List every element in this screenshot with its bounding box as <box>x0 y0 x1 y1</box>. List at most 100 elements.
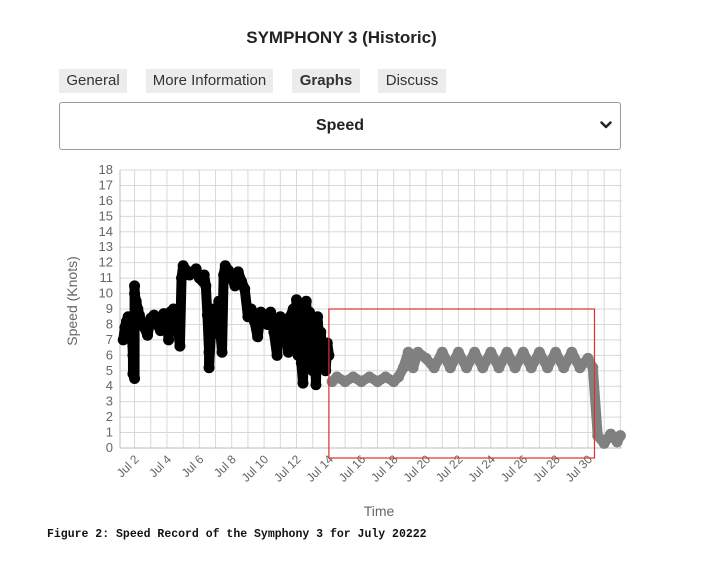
data-point <box>407 362 419 374</box>
figure-caption: Figure 2: Speed Record of the Symphony 3… <box>47 528 427 541</box>
y-tick-label: 18 <box>99 162 113 177</box>
tab-general[interactable]: General <box>59 69 127 93</box>
data-point <box>517 346 529 358</box>
x-tick-label: Jul 8 <box>211 452 239 480</box>
data-point <box>402 346 414 358</box>
data-segment <box>174 273 187 352</box>
data-point <box>271 349 283 361</box>
data-point <box>310 379 322 391</box>
y-tick-label: 3 <box>106 394 113 409</box>
y-tick-label: 2 <box>106 409 113 424</box>
data-point <box>501 346 513 358</box>
data-point <box>125 318 137 330</box>
data-point <box>268 326 280 338</box>
data-point <box>203 346 215 358</box>
data-point <box>265 306 277 318</box>
y-tick-label: 12 <box>99 255 113 270</box>
data-point <box>171 311 183 323</box>
data-point <box>321 337 333 349</box>
data-point <box>129 280 141 292</box>
y-tick-label: 8 <box>106 316 113 331</box>
data-point <box>533 346 545 358</box>
data-point <box>148 309 160 321</box>
data-point <box>287 303 299 315</box>
y-tick-label: 5 <box>106 363 113 378</box>
data-point <box>239 283 251 295</box>
data-point <box>203 362 215 374</box>
x-tick-label: Jul 20 <box>401 452 434 485</box>
data-point <box>291 294 303 306</box>
data-point <box>232 266 244 278</box>
x-axis-title: Time <box>364 503 395 519</box>
y-tick-label: 17 <box>99 177 113 192</box>
data-point <box>339 376 351 388</box>
tab-more-information[interactable]: More Information <box>146 69 273 93</box>
data-point <box>614 430 626 442</box>
graph-type-select[interactable]: Speed <box>59 102 621 150</box>
data-point <box>347 371 359 383</box>
x-tick-label: Jul 28 <box>530 452 563 485</box>
data-point <box>297 377 309 389</box>
data-point <box>363 371 375 383</box>
x-tick-label: Jul 2 <box>114 452 142 480</box>
x-tick-label: Jul 18 <box>368 452 401 485</box>
data-point <box>550 346 562 358</box>
data-point <box>303 306 315 318</box>
data-point <box>282 346 294 358</box>
data-point <box>129 373 141 384</box>
y-tick-label: 13 <box>99 239 113 254</box>
data-point <box>214 326 226 338</box>
data-point <box>469 346 481 358</box>
data-point <box>420 352 432 364</box>
data-point <box>412 346 424 358</box>
highlight-box <box>328 308 596 459</box>
y-tick-label: 4 <box>106 378 113 393</box>
data-point <box>355 376 367 388</box>
x-tick-label: Jul 4 <box>146 452 174 480</box>
tab-discuss[interactable]: Discuss <box>378 69 446 93</box>
data-point <box>461 362 473 374</box>
data-point <box>542 362 554 374</box>
data-point <box>485 346 497 358</box>
data-point <box>331 371 343 383</box>
data-point <box>558 362 570 374</box>
y-tick-label: 7 <box>106 332 113 347</box>
data-point <box>598 437 610 449</box>
y-tick-label: 6 <box>106 347 113 362</box>
data-point <box>174 340 186 352</box>
data-point <box>248 315 260 327</box>
data-point <box>210 309 222 321</box>
data-point <box>582 352 594 364</box>
graph-type-selected-value: Speed <box>315 117 364 134</box>
tab-graphs[interactable]: Graphs <box>292 69 360 93</box>
y-tick-label: 16 <box>99 193 113 208</box>
y-tick-label: 0 <box>106 440 113 455</box>
data-point <box>436 346 448 358</box>
data-point <box>493 362 505 374</box>
data-point <box>154 325 166 337</box>
data-point <box>380 371 392 383</box>
data-point <box>312 311 324 323</box>
x-tick-label: Jul 12 <box>271 452 304 485</box>
data-point <box>127 349 139 361</box>
data-point <box>142 329 154 341</box>
data-point <box>587 362 599 374</box>
data-point <box>371 376 383 388</box>
data-point <box>117 334 129 346</box>
data-point <box>216 346 228 358</box>
x-tick-label: Jul 14 <box>303 452 336 485</box>
x-tick-label: Jul 30 <box>563 452 596 485</box>
data-point <box>320 365 332 377</box>
data-point <box>477 362 489 374</box>
page-title: SYMPHONY 3 (Historic) <box>246 28 437 47</box>
data-point <box>245 303 257 315</box>
data-point <box>525 362 537 374</box>
data-point <box>300 295 312 307</box>
data-point <box>566 346 578 358</box>
x-tick-label: Jul 6 <box>179 452 207 480</box>
data-point <box>200 280 212 292</box>
data-segment <box>217 270 229 358</box>
data-point <box>190 263 202 275</box>
data-point <box>198 269 210 281</box>
